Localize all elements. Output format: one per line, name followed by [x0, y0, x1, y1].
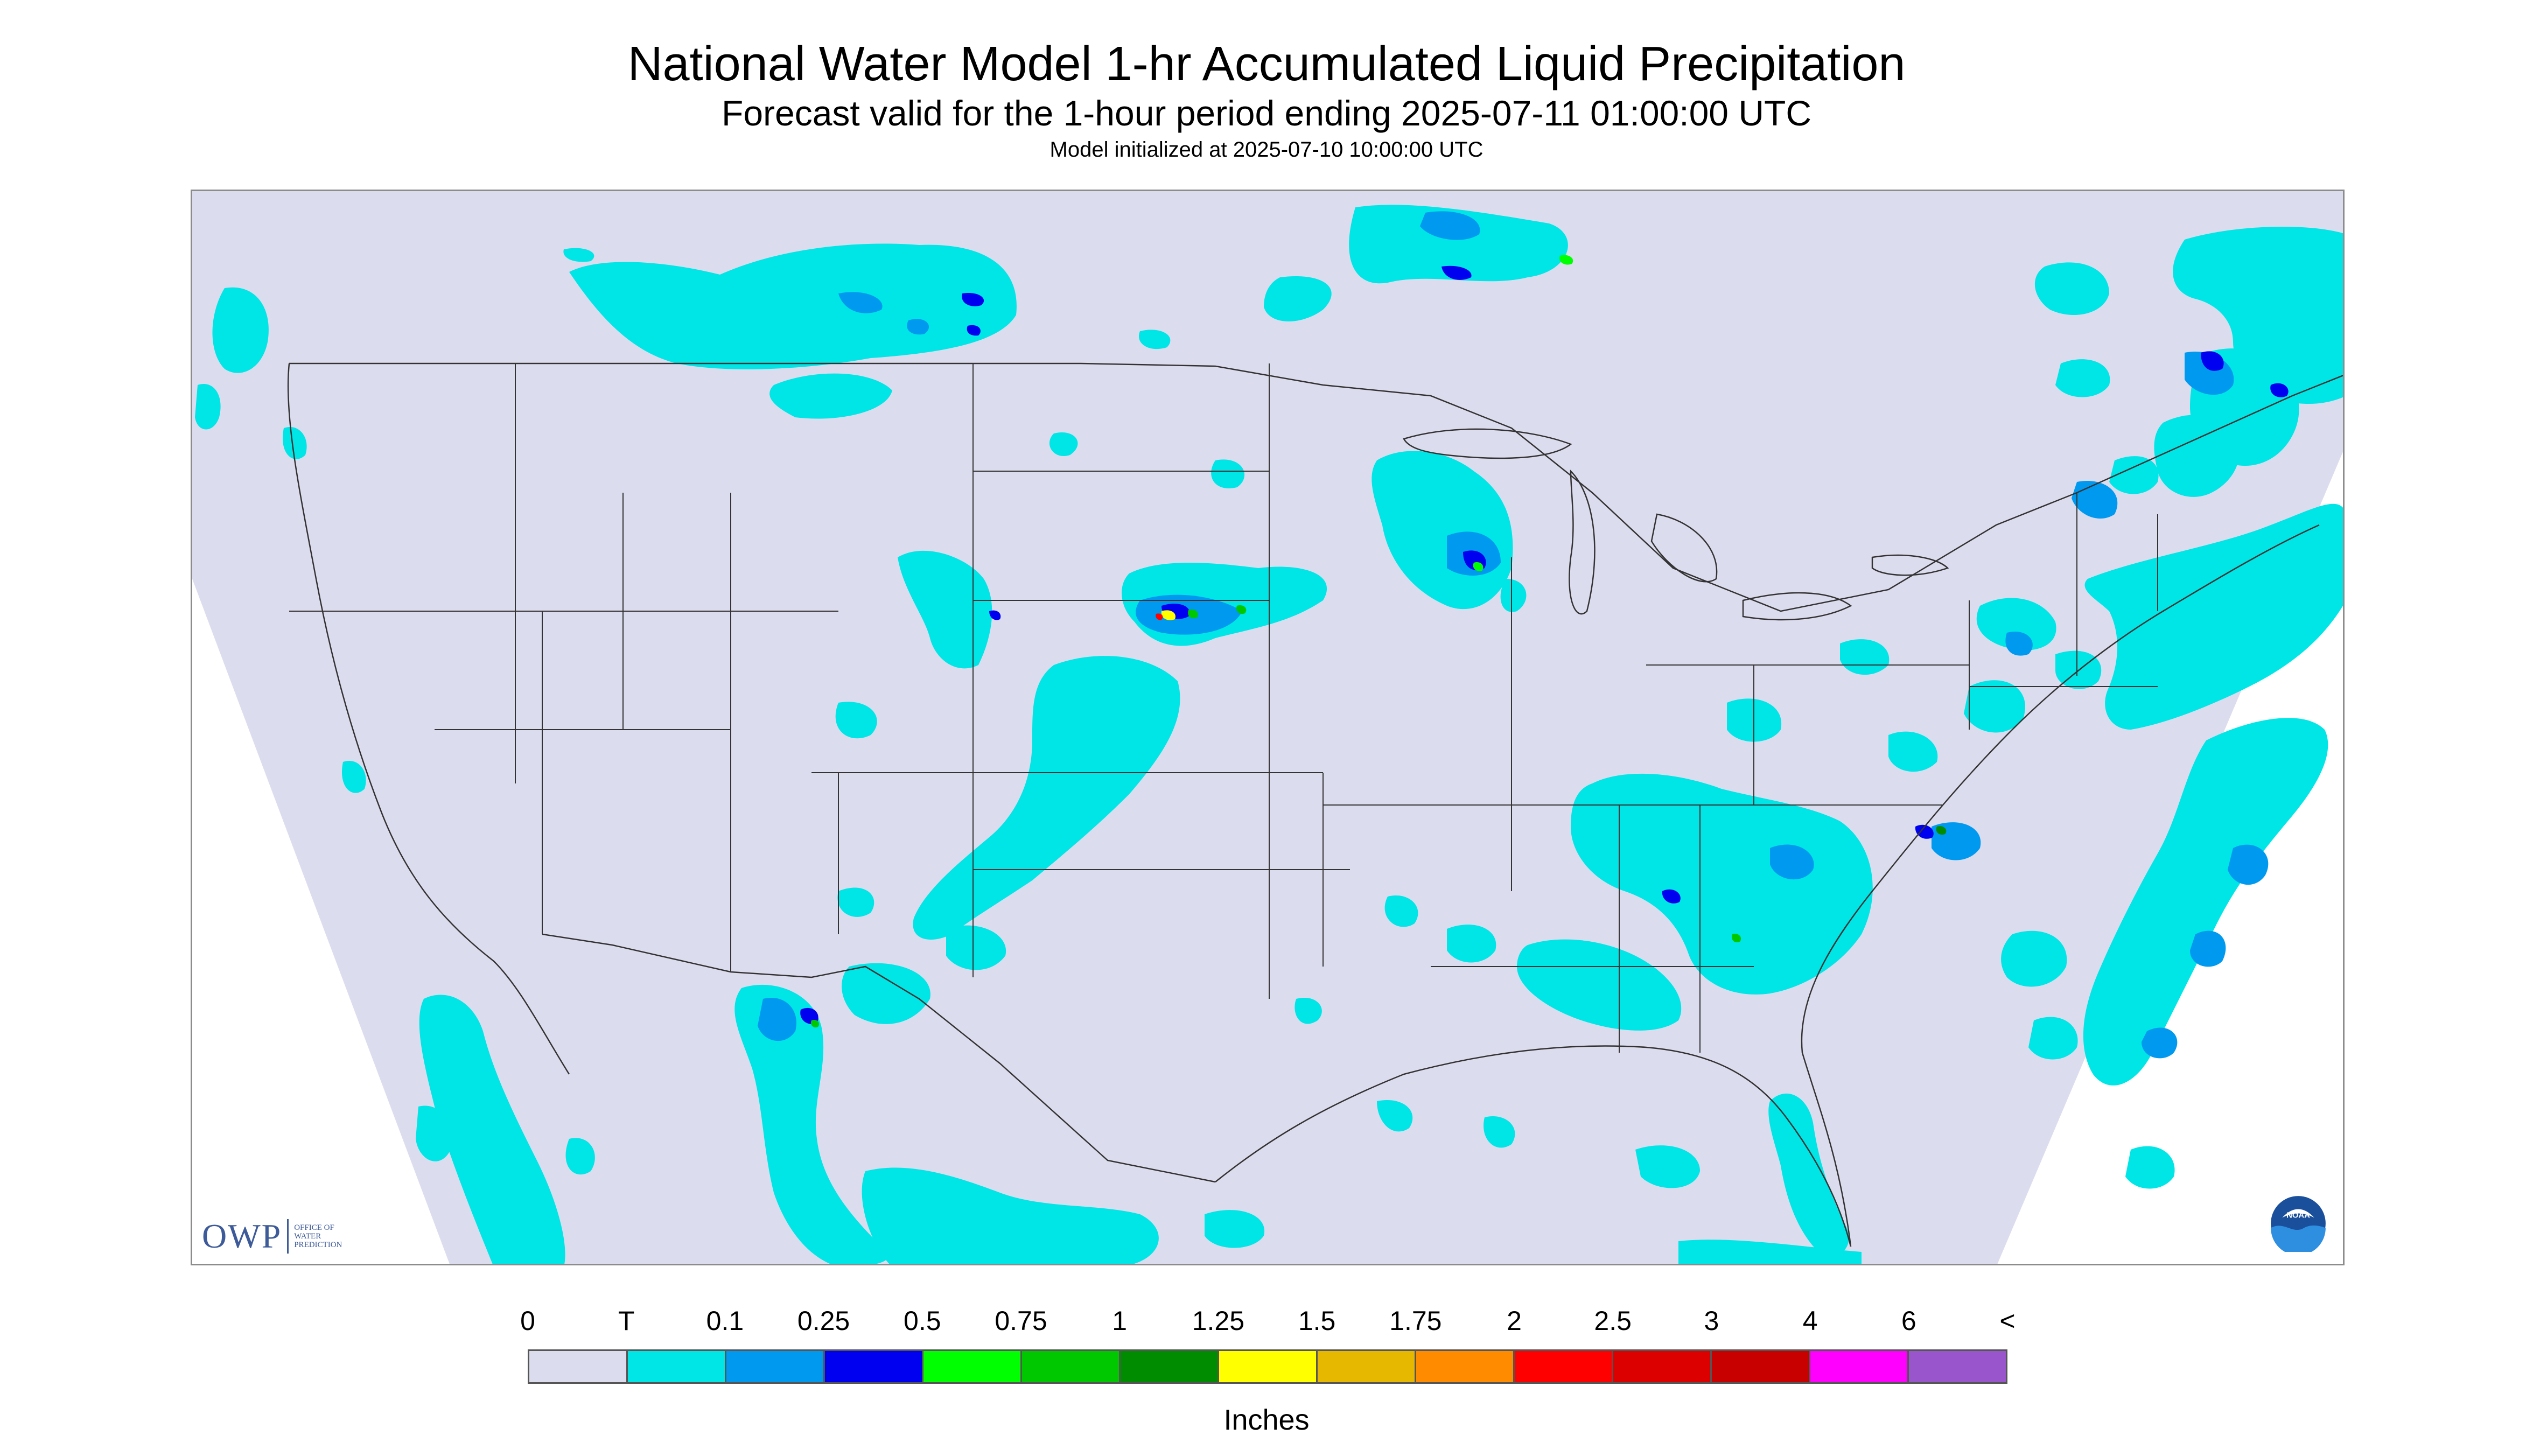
state-lines	[289, 363, 2158, 1053]
owp-subtext-line: WATER	[294, 1232, 321, 1241]
legend-tick-label: 0.25	[797, 1306, 850, 1336]
legend-swatch	[1909, 1351, 2006, 1382]
legend-tick-label: T	[618, 1306, 635, 1336]
legend-tick-label: 0.75	[995, 1306, 1047, 1336]
great-lakes	[1403, 428, 1949, 621]
legend-swatch	[1416, 1351, 1515, 1382]
legend-tick-label: 4	[1802, 1306, 1818, 1336]
legend-swatch	[1613, 1351, 1712, 1382]
legend: 0 T 0.1 0.25 0.5 0.75 1 1.25 1.5 1.75 2 2.5 3 4 6 < Inc…	[0, 1292, 2533, 1454]
legend-tick-label: 2.5	[1594, 1306, 1632, 1336]
legend-tick-label: 6	[1901, 1306, 1916, 1336]
legend-swatch	[1515, 1351, 1613, 1382]
map-canvas	[192, 191, 2343, 1264]
legend-tick-label: <	[1999, 1306, 2016, 1336]
canada-us-border	[289, 362, 2343, 612]
pacific-coast	[287, 363, 570, 1075]
owp-logo: OWP OFFICE OF WATER PREDICTION	[202, 1216, 342, 1256]
owp-subtext-line: PREDICTION	[294, 1241, 342, 1249]
owp-logo-text: OWP	[202, 1217, 282, 1255]
legend-tick-label: 0.5	[904, 1306, 941, 1336]
legend-swatch	[628, 1351, 726, 1382]
legend-tick-label: 1.75	[1389, 1306, 1442, 1336]
atlantic-coast	[1801, 524, 2320, 1247]
legend-swatch	[1121, 1351, 1219, 1382]
map-title: National Water Model 1-hr Accumulated Li…	[627, 37, 1906, 91]
legend-swatch	[1022, 1351, 1121, 1382]
legend-swatch	[923, 1351, 1022, 1382]
precipitation-map: OWP OFFICE OF WATER PREDICTION NOAA	[191, 190, 2345, 1265]
gulf-coast	[1215, 1045, 1852, 1247]
legend-swatch	[726, 1351, 825, 1382]
owp-logo-subtext: OFFICE OF WATER PREDICTION	[294, 1223, 342, 1249]
owp-logo-divider	[287, 1219, 289, 1254]
legend-colorbar	[528, 1349, 2007, 1384]
legend-swatch	[1712, 1351, 1810, 1382]
legend-tick-label: 3	[1704, 1306, 1719, 1336]
legend-tick-label: 1.5	[1298, 1306, 1336, 1336]
legend-tick-label: 1	[1112, 1306, 1128, 1336]
noaa-logo: NOAA	[2271, 1196, 2326, 1252]
projection-area	[192, 191, 2343, 1264]
legend-swatch	[1219, 1351, 1318, 1382]
legend-swatch	[1318, 1351, 1416, 1382]
precip-heavy-layer	[810, 255, 1947, 1028]
legend-swatch	[825, 1351, 923, 1382]
legend-swatch	[1810, 1351, 1909, 1382]
noaa-logo-text: NOAA	[2286, 1211, 2310, 1220]
legend-units-label: Inches	[1223, 1404, 1310, 1436]
legend-tick-label: 0.1	[706, 1306, 744, 1336]
owp-subtext-line: OFFICE OF	[294, 1223, 334, 1232]
legend-tick-label: 1.25	[1192, 1306, 1245, 1336]
mexico-us-border	[542, 933, 1216, 1183]
map-subtitle: Forecast valid for the 1-hour period end…	[722, 93, 1811, 133]
model-init-line: Model initialized at 2025-07-10 10:00:00…	[1049, 138, 1484, 162]
political-boundaries	[287, 362, 2343, 1247]
legend-tick-label: 2	[1507, 1306, 1522, 1336]
legend-tick-label: 0	[520, 1306, 535, 1336]
legend-swatch	[529, 1351, 628, 1382]
